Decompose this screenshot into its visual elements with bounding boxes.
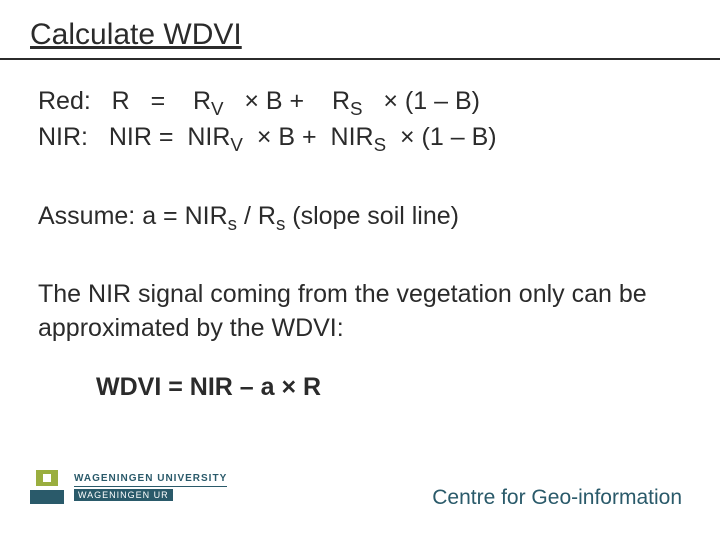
nir-term2-sub: S <box>374 134 387 155</box>
title-bar: Calculate WDVI <box>0 0 720 60</box>
assume-sub2: s <box>276 213 285 234</box>
red-mul1: × B + <box>244 87 304 115</box>
centre-label: Centre for Geo-information <box>432 486 682 510</box>
assume-line: Assume: a = NIRs / Rs (slope soil line) <box>38 200 682 236</box>
main-content: Red: R = RV × B + RS × (1 – B) NIR: NIR … <box>38 85 682 402</box>
nir-mul1: × B + <box>257 123 317 151</box>
nir-label: NIR: <box>38 123 88 151</box>
assume-suffix: (slope soil line) <box>285 202 459 230</box>
nir-term2: NIR <box>331 123 374 151</box>
assume-prefix: Assume: a = NIR <box>38 202 228 230</box>
paragraph: The NIR signal coming from the vegetatio… <box>38 278 682 346</box>
red-term2-sub: S <box>350 98 363 119</box>
red-term1-sub: V <box>211 98 224 119</box>
logo-line1: WAGENINGEN UNIVERSITY <box>74 473 227 487</box>
wdvi-formula: WDVI = NIR – a × R <box>96 373 682 402</box>
wageningen-logo: WAGENINGEN UNIVERSITY WAGENINGEN UR <box>30 470 227 504</box>
red-lhs: R <box>112 87 130 115</box>
logo-mark-icon <box>30 470 64 504</box>
red-term2: R <box>332 87 350 115</box>
nir-mul2: × (1 – B) <box>400 123 497 151</box>
page-title: Calculate WDVI <box>30 18 242 52</box>
equation-red: Red: R = RV × B + RS × (1 – B) <box>38 85 682 121</box>
equation-nir: NIR: NIR = NIRV × B + NIRS × (1 – B) <box>38 121 682 157</box>
logo-text: WAGENINGEN UNIVERSITY WAGENINGEN UR <box>74 473 227 501</box>
logo-line2: WAGENINGEN UR <box>74 489 173 501</box>
red-eq: = <box>151 87 166 115</box>
red-mul2: × (1 – B) <box>383 87 480 115</box>
assume-mid: / R <box>237 202 276 230</box>
red-term1: R <box>193 87 211 115</box>
nir-lhs: NIR = <box>109 123 174 151</box>
nir-term1: NIR <box>187 123 230 151</box>
assume-sub1: s <box>228 213 237 234</box>
nir-term1-sub: V <box>230 134 243 155</box>
red-label: Red: <box>38 87 91 115</box>
